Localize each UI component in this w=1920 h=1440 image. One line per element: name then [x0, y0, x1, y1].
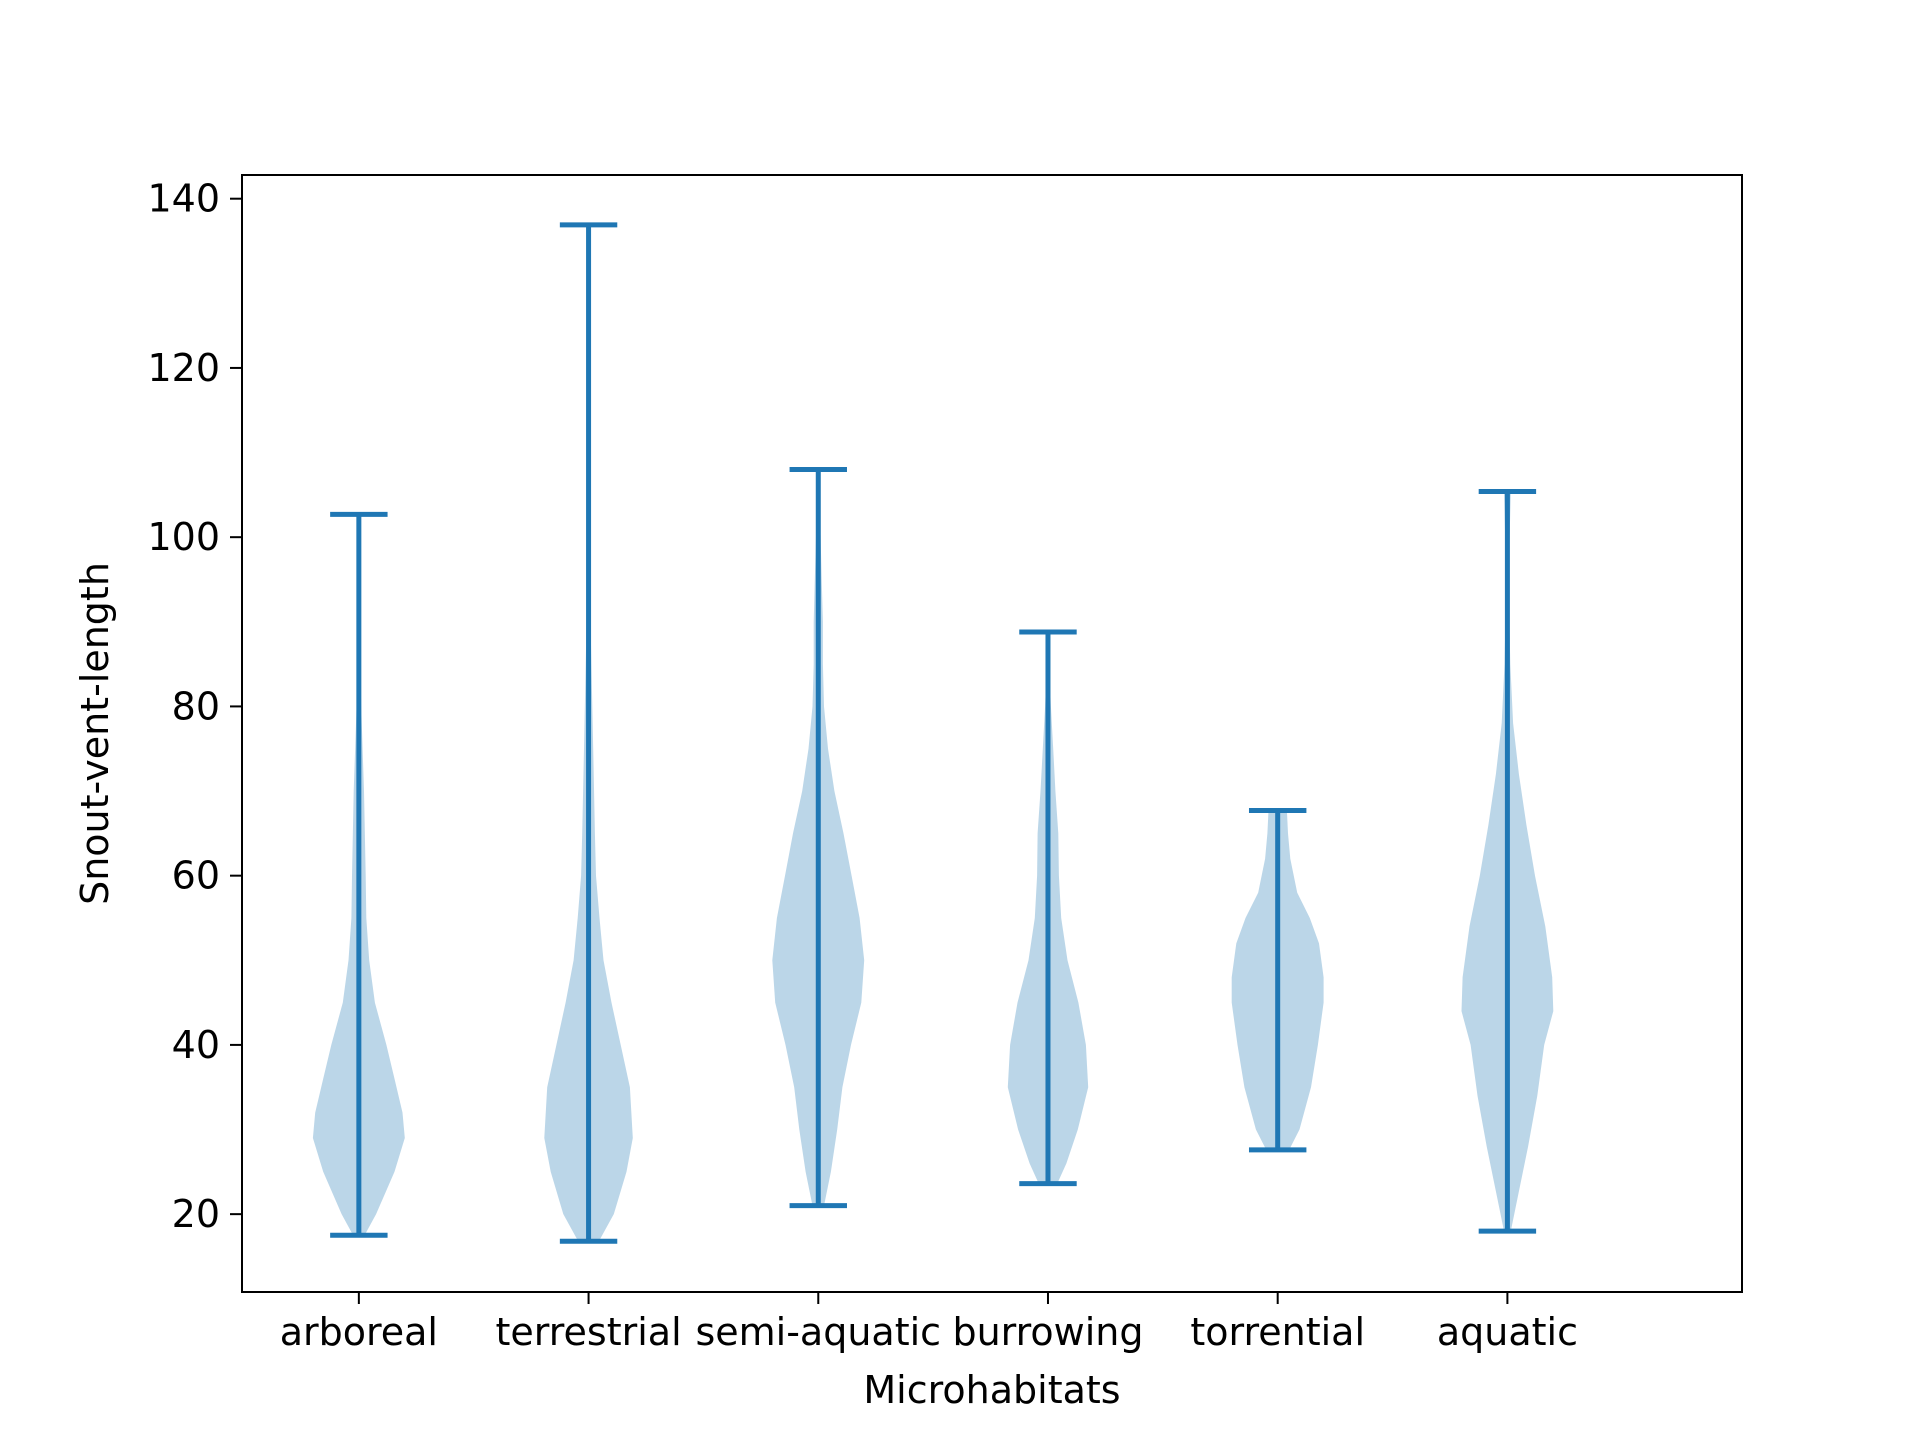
x-tick-label-torrential: torrential [1190, 1310, 1365, 1354]
violin-stat-lines [330, 222, 1537, 1244]
y-tick-label: 100 [147, 515, 220, 559]
y-tick-label: 20 [172, 1192, 220, 1236]
x-axis: arboreal terrestrial semi-aquatic burrowing… [280, 1292, 1578, 1354]
plot-frame [241, 174, 1743, 1293]
x-tick-label-arboreal: arboreal [280, 1310, 438, 1354]
x-axis-label: Microhabitats [863, 1368, 1120, 1412]
y-tick-label: 80 [172, 684, 220, 728]
y-axis-label: Snout-vent-length [73, 562, 117, 905]
x-tick-label-aquatic: aquatic [1437, 1310, 1578, 1354]
y-tick-label: 140 [147, 177, 220, 221]
y-tick-label: 40 [172, 1023, 220, 1067]
y-tick-label: 60 [172, 854, 220, 898]
x-tick-label-terrestrial: terrestrial [496, 1310, 682, 1354]
y-axis: 20 40 60 80 100 120 140 [147, 177, 242, 1236]
y-tick-label: 120 [147, 346, 220, 390]
x-tick-label-burrowing: burrowing [952, 1310, 1143, 1354]
x-tick-label-semi-aquatic: semi-aquatic [695, 1310, 941, 1354]
